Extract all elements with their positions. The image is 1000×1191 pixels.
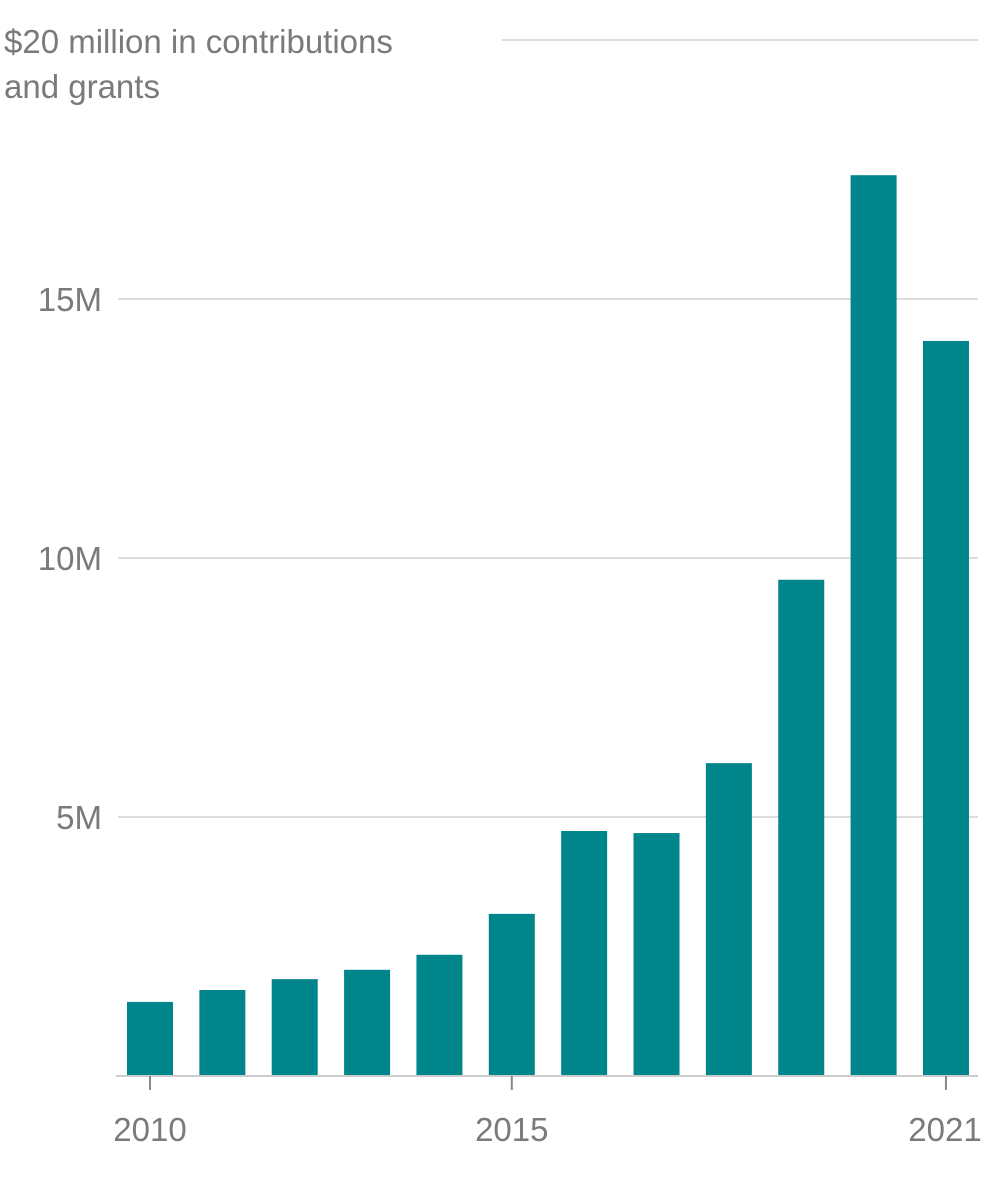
bar-2011 [199, 990, 246, 1076]
y-tick-label: 10M [38, 540, 102, 577]
bar-2016 [561, 830, 608, 1076]
chart-title-line-2: and grants [4, 68, 160, 105]
bar-2020 [850, 175, 897, 1076]
bar-2015 [488, 913, 535, 1076]
y-tick-label: 5M [56, 799, 102, 836]
bar-2014 [416, 954, 463, 1076]
bar-2013 [344, 969, 391, 1076]
bar-2012 [271, 979, 318, 1076]
bar-2017 [633, 833, 680, 1076]
bar-2018 [705, 763, 752, 1076]
x-tick-label: 2021 [908, 1111, 981, 1148]
bar-2021 [922, 340, 969, 1076]
y-tick-label: 15M [38, 281, 102, 318]
chart-title-line-1: $20 million in contributions [4, 23, 393, 60]
x-tick-label: 2010 [113, 1111, 186, 1148]
x-tick-label: 2015 [475, 1111, 548, 1148]
bar-2010 [127, 1001, 173, 1076]
bar-2019 [778, 579, 825, 1076]
